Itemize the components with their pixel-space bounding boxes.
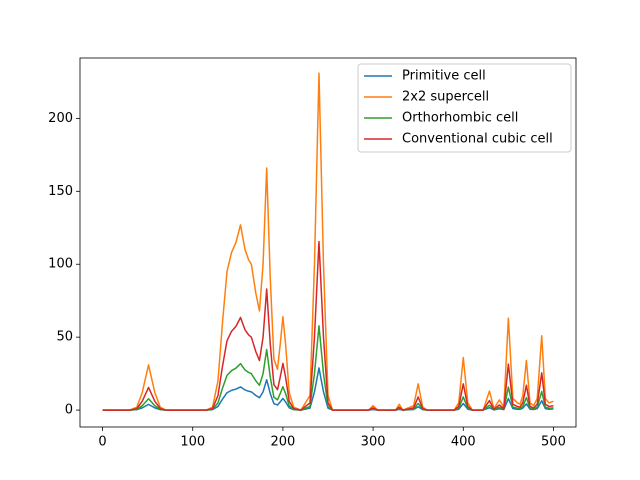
legend-label: Primitive cell: [402, 69, 486, 84]
y-tick-label: 100: [48, 257, 73, 272]
series-line: [102, 325, 554, 411]
y-tick-label: 0: [65, 403, 73, 418]
series-line: [102, 240, 554, 411]
x-tick-label: 300: [361, 435, 386, 450]
legend-label: Conventional cubic cell: [402, 132, 553, 147]
x-tick-label: 200: [270, 435, 295, 450]
y-tick-label: 50: [56, 330, 73, 345]
plot-frame: [79, 57, 577, 428]
legend-label: Orthorhombic cell: [402, 111, 518, 126]
series-line: [102, 367, 554, 411]
x-tick-label: 400: [451, 435, 476, 450]
series-line: [102, 72, 554, 411]
legend-box: [357, 63, 572, 153]
legend: Primitive cell 2x2 supercell Orthorhombic …: [357, 63, 572, 153]
y-tick-label: 200: [48, 111, 73, 126]
y-tick-label: 150: [48, 184, 73, 199]
x-tick-label: 500: [541, 435, 566, 450]
x-tick-label: 100: [180, 435, 205, 450]
x-tick-label: 0: [98, 435, 106, 450]
legend-label: 2x2 supercell: [402, 90, 489, 105]
